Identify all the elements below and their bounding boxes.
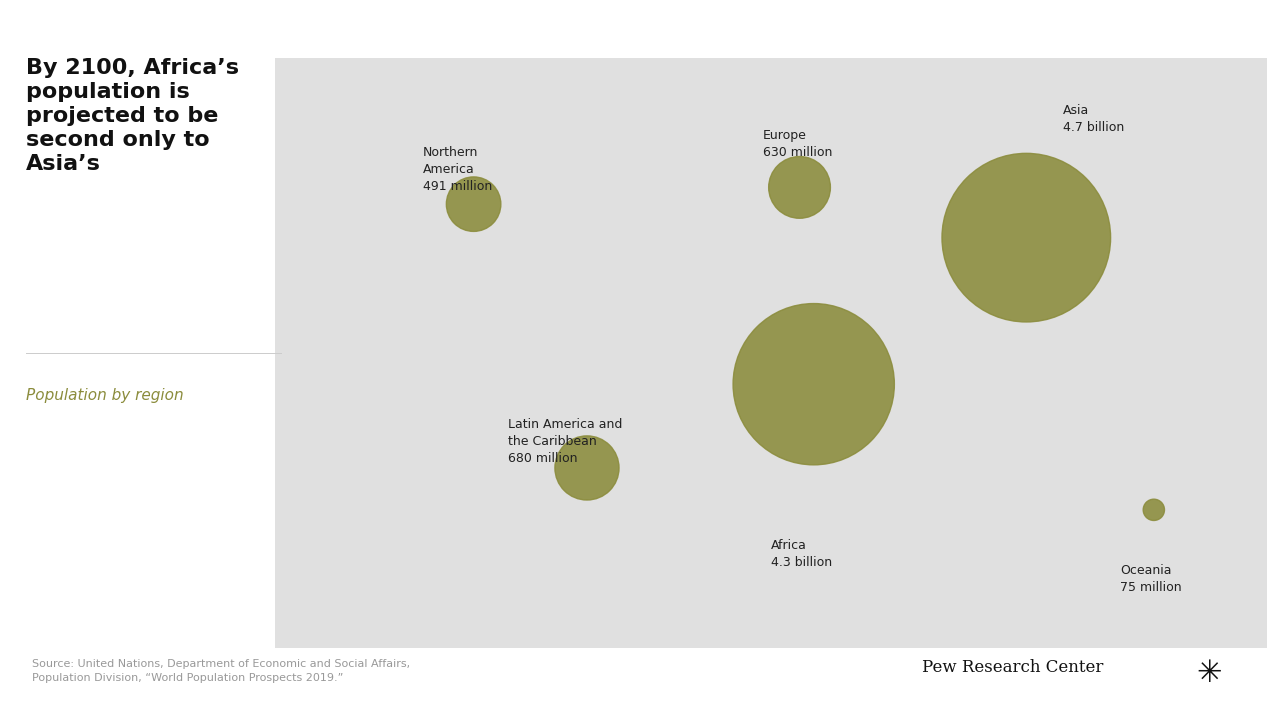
- Text: Europe
630 million: Europe 630 million: [763, 129, 832, 159]
- Ellipse shape: [1143, 499, 1165, 521]
- Text: Pew Research Center: Pew Research Center: [922, 659, 1103, 676]
- Text: Source: United Nations, Department of Economic and Social Affairs,
Population Di: Source: United Nations, Department of Ec…: [32, 659, 410, 683]
- Ellipse shape: [733, 304, 895, 465]
- Text: Africa
4.3 billion: Africa 4.3 billion: [771, 539, 832, 569]
- Text: Asia
4.7 billion: Asia 4.7 billion: [1064, 104, 1124, 134]
- Text: By 2100, Africa’s
population is
projected to be
second only to
Asia’s: By 2100, Africa’s population is projecte…: [26, 58, 238, 174]
- Text: ✳: ✳: [1197, 659, 1222, 688]
- Text: Northern
America
491 million: Northern America 491 million: [422, 145, 492, 192]
- Ellipse shape: [556, 436, 620, 500]
- Text: Population by region: Population by region: [26, 388, 183, 403]
- Ellipse shape: [769, 156, 831, 218]
- Ellipse shape: [447, 177, 500, 231]
- Text: Oceania
75 million: Oceania 75 million: [1120, 564, 1181, 594]
- Ellipse shape: [942, 153, 1111, 322]
- Text: Latin America and
the Caribbean
680 million: Latin America and the Caribbean 680 mill…: [508, 418, 622, 464]
